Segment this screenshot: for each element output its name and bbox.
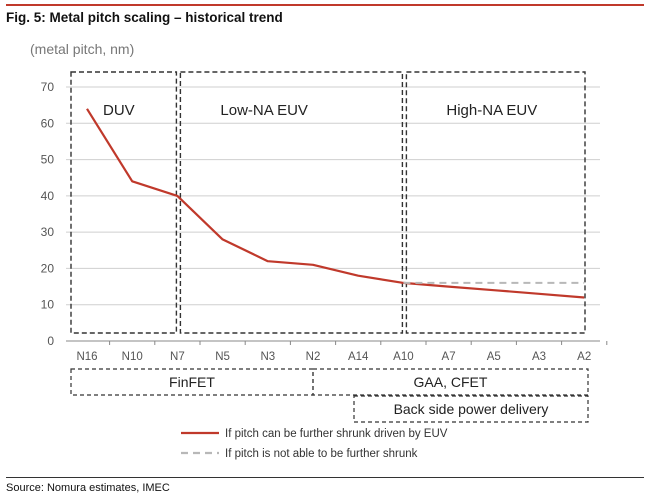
architecture-bands: FinFET GAA, CFET Back side power delivery xyxy=(70,368,589,423)
y-tick-label: 30 xyxy=(41,225,55,239)
figure-title: Fig. 5: Metal pitch scaling – historical… xyxy=(6,10,283,25)
region-label: High-NA EUV xyxy=(446,102,537,119)
region-box xyxy=(405,71,586,334)
y-tick-label: 60 xyxy=(41,116,55,130)
x-tick-label: A7 xyxy=(442,351,456,363)
x-tick-label: N2 xyxy=(306,351,321,363)
source-note: Source: Nomura estimates, IMEC xyxy=(6,482,170,494)
x-tick-label: N16 xyxy=(76,351,97,363)
gridlines xyxy=(66,86,600,306)
region-label: Low-NA EUV xyxy=(220,102,308,119)
region-label: DUV xyxy=(103,102,135,119)
legend-label: If pitch can be further shrunk driven by… xyxy=(225,428,448,440)
y-tick-label: 20 xyxy=(41,261,55,275)
x-tick-label: A3 xyxy=(532,351,546,363)
band-label: GAA, CFET xyxy=(414,374,488,390)
band-label: Back side power delivery xyxy=(394,401,549,417)
band-box xyxy=(353,395,589,423)
legend: If pitch can be further shrunk driven by… xyxy=(181,428,448,460)
band-box xyxy=(312,368,589,396)
x-tick-label: A5 xyxy=(487,351,501,363)
region-box xyxy=(70,71,178,334)
legend-label: If pitch is not able to be further shrun… xyxy=(225,448,418,460)
x-tick-label: N7 xyxy=(170,351,185,363)
band-label: FinFET xyxy=(169,374,215,390)
y-tick-label: 0 xyxy=(47,334,54,348)
x-tick-label: N10 xyxy=(122,351,143,363)
y-axis-label: (metal pitch, nm) xyxy=(30,41,135,57)
technology-regions: DUV Low-NA EUV High-NA EUV xyxy=(70,71,586,334)
axes: 0 10 20 30 40 50 60 70 N16 N10 N7 N5 N3 N2 A14 A10 A7 A5 A… xyxy=(41,80,608,363)
series-lines xyxy=(86,108,585,299)
x-tick-label: N3 xyxy=(260,351,275,363)
top-rule xyxy=(6,4,644,6)
y-tick-label: 50 xyxy=(41,153,55,167)
series-ewu-shrink-line xyxy=(86,108,585,299)
region-box xyxy=(179,71,404,334)
y-tick-label: 10 xyxy=(41,298,55,312)
y-tick-label: 40 xyxy=(41,189,55,203)
y-tick-label: 70 xyxy=(41,80,55,94)
x-tick-label: A10 xyxy=(393,351,413,363)
x-tick-label: N5 xyxy=(215,351,230,363)
x-tick-label: A14 xyxy=(348,351,369,363)
bottom-rule xyxy=(6,477,644,478)
x-tick-label: A2 xyxy=(577,351,591,363)
